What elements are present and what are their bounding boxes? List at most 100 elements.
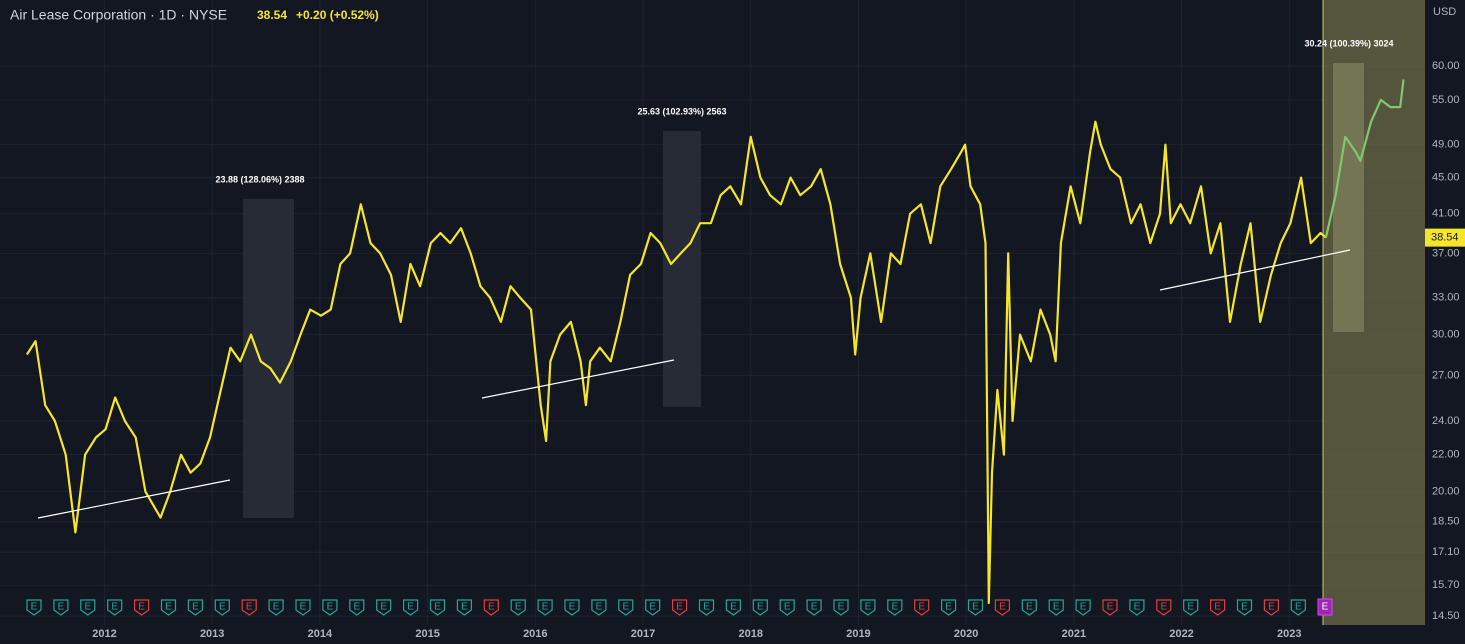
earnings-label: E (1134, 602, 1141, 613)
earnings-label: E (999, 602, 1006, 613)
x-tick-label: 2012 (92, 628, 116, 640)
trend-line (481, 359, 675, 399)
x-tick-label: 2021 (1062, 628, 1086, 640)
range-box (243, 199, 294, 518)
earnings-label: E (111, 602, 118, 613)
earnings-label: E (165, 602, 172, 613)
earnings-label: E (972, 602, 979, 613)
currency-label: USD (1433, 6, 1456, 18)
earnings-icon (456, 599, 472, 616)
y-tick-label: 17.10 (1432, 546, 1460, 558)
earnings-icon (1129, 599, 1145, 616)
price-change: +0.20 (+0.52%) (296, 8, 379, 22)
x-tick-label: 2015 (415, 628, 439, 640)
earnings-label: E (1322, 602, 1329, 613)
earnings-icon (941, 599, 957, 616)
x-tick-label: 2018 (738, 628, 762, 640)
earnings-icon (698, 599, 715, 616)
price-line (1324, 79, 1405, 238)
grid (0, 0, 1425, 625)
earnings-icon (860, 599, 876, 616)
earnings-label: E (1214, 602, 1221, 613)
earnings-label: E (1080, 602, 1087, 613)
earnings-label: E (784, 602, 791, 613)
earnings-icon (134, 599, 150, 616)
earnings-label: E (703, 602, 710, 613)
x-tick-label: 2022 (1169, 628, 1193, 640)
range-box (663, 131, 701, 407)
earnings-label: E (757, 602, 764, 613)
earnings-icon (268, 599, 284, 616)
y-tick-label: 20.00 (1432, 485, 1460, 497)
earnings-icon (376, 599, 392, 616)
earnings-label: E (596, 602, 603, 613)
earnings-icon (403, 599, 419, 616)
y-tick-label: 45.00 (1432, 172, 1460, 184)
earnings-icon (1317, 598, 1333, 616)
earnings-icon (887, 599, 903, 616)
earnings-icon (994, 599, 1010, 616)
earnings-icon (483, 599, 499, 616)
earnings-icon (26, 599, 42, 616)
series-group (25, 79, 1405, 605)
annotation: 23.88 (128.06%) 2388 (215, 174, 304, 184)
last-price: 38.54 (257, 8, 287, 22)
earnings-label: E (730, 602, 737, 613)
earnings-label: E (488, 602, 495, 613)
earnings-icon (1290, 599, 1306, 616)
x-axis-area (0, 625, 1425, 644)
earnings-icon (214, 599, 230, 616)
y-tick-label: 37.00 (1432, 247, 1460, 259)
chart-title: Air Lease Corporation · 1D · NYSE (10, 7, 227, 23)
earnings-icon (537, 599, 553, 616)
earnings-label: E (138, 602, 145, 613)
earnings-label: E (1187, 602, 1194, 613)
earnings-icon (160, 599, 177, 616)
y-tick-label: 49.00 (1432, 139, 1460, 151)
x-tick-label: 2016 (523, 628, 547, 640)
y-tick-label: 24.00 (1432, 415, 1460, 427)
earnings-label: E (622, 602, 629, 613)
earnings-label: E (31, 602, 38, 613)
earnings-icon (429, 599, 446, 616)
range-box (1333, 63, 1364, 332)
earnings-label: E (676, 602, 683, 613)
earnings-label: E (918, 602, 925, 613)
earnings-icon (107, 599, 123, 616)
earnings-label: E (1026, 602, 1033, 613)
earnings-icon (187, 599, 203, 616)
x-tick-label: 2017 (631, 628, 655, 640)
earnings-label: E (246, 602, 253, 613)
earnings-icon (80, 599, 96, 616)
earnings-label: E (353, 602, 360, 613)
earnings-icon (241, 599, 257, 616)
y-tick-label: 60.00 (1432, 60, 1460, 72)
earnings-icon (1021, 599, 1037, 616)
earnings-label: E (1053, 602, 1060, 613)
earnings-icon (1210, 599, 1226, 616)
earnings-icon (1236, 599, 1253, 616)
earnings-icon (672, 599, 688, 616)
earnings-label: E (273, 602, 280, 613)
earnings-icon (806, 599, 822, 616)
earnings-icon (322, 599, 338, 616)
earnings-icon (1102, 599, 1118, 616)
y-tick-label: 41.00 (1432, 208, 1460, 220)
earnings-label: E (1268, 602, 1275, 613)
earnings-label: E (1241, 602, 1248, 613)
earnings-icon (967, 599, 984, 616)
earnings-label: E (569, 602, 576, 613)
earnings-label: E (1295, 602, 1302, 613)
earnings-label: E (542, 602, 549, 613)
earnings-label: E (300, 602, 307, 613)
x-tick-label: 2023 (1277, 628, 1301, 640)
earnings-label: E (1107, 602, 1114, 613)
earnings-label: E (865, 602, 872, 613)
earnings-label: E (327, 602, 334, 613)
earnings-icon (833, 599, 849, 616)
earnings-label: E (461, 602, 468, 613)
earnings-label: E (1160, 602, 1167, 613)
